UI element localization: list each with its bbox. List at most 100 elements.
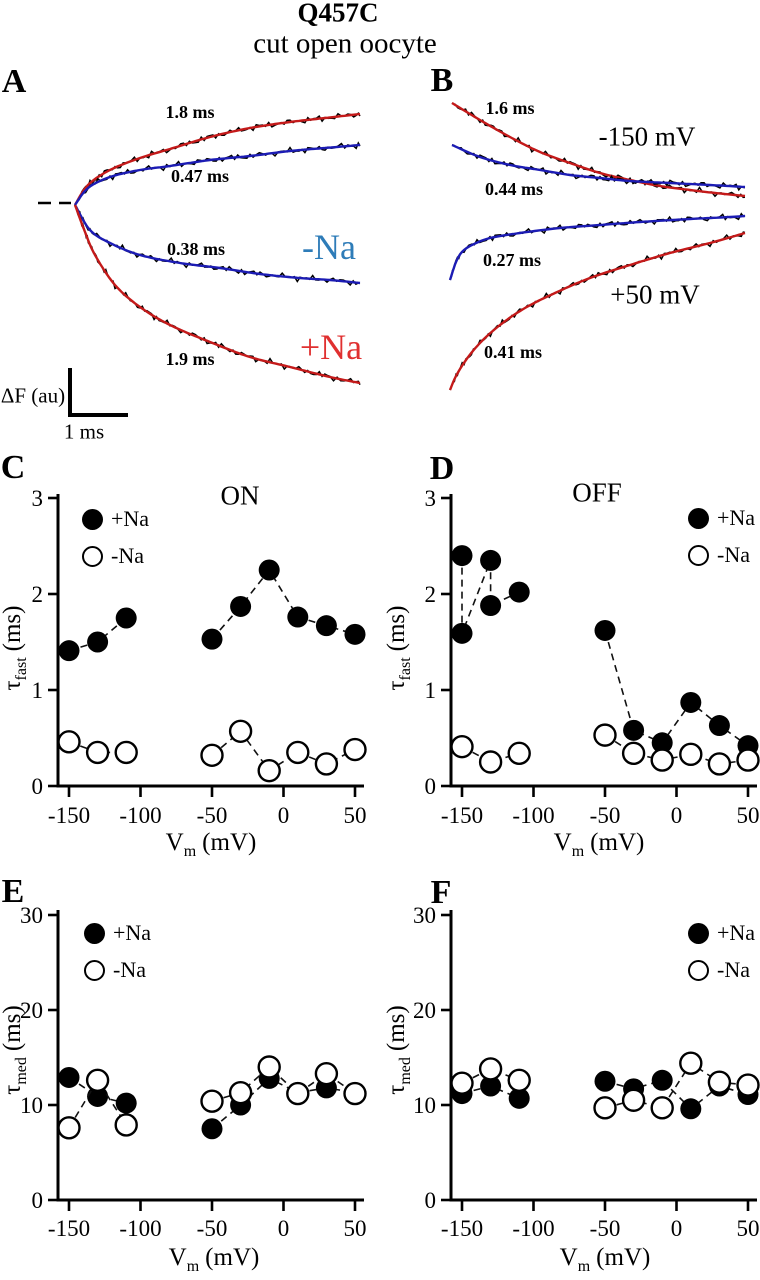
legend-label: +Na (113, 920, 152, 945)
x-tick-label: -50 (197, 1216, 228, 1241)
b-voltage-label-bottom: +50 mV (610, 279, 700, 310)
data-point (115, 607, 137, 629)
b-plus50-plus-na-fit (448, 231, 746, 391)
x-tick-label: 0 (278, 1216, 290, 1241)
data-point (480, 1075, 502, 1097)
data-point (228, 1080, 253, 1105)
a-off-plus-na-fit (73, 204, 361, 386)
data-point (314, 1061, 339, 1086)
c-plot-title: ON (220, 480, 260, 511)
data-point (480, 595, 502, 617)
data-point (480, 549, 502, 571)
data-point (343, 1081, 367, 1106)
y-tick-label: 10 (20, 1093, 43, 1118)
data-point (507, 741, 531, 766)
data-point (114, 1113, 138, 1137)
a-on-minus-na-fit-line (74, 143, 361, 206)
d-x-axis-label: Vm (mV) (554, 830, 645, 860)
e-legend: +Na -Na (84, 920, 151, 983)
v-symbol: V (165, 829, 184, 856)
a-on-plus-na-fit-line (73, 112, 361, 206)
data-point (200, 743, 224, 767)
data-point (343, 737, 367, 762)
filled-circle-marker (688, 507, 709, 529)
open-circle-marker (688, 544, 709, 566)
panel-d-letter: D (429, 450, 455, 487)
data-point (679, 1051, 703, 1075)
v-symbol: V (559, 1244, 578, 1271)
a-off-plus-na-fit-line (73, 204, 361, 385)
legend-label: +Na (717, 920, 756, 945)
data-point (736, 1073, 760, 1097)
y-tick-label: 0 (425, 774, 437, 799)
series-minus-na (450, 723, 760, 776)
y-tick-label: 20 (20, 998, 43, 1023)
connector-line (68, 1078, 127, 1129)
data-point (508, 1087, 530, 1109)
data-point (451, 545, 473, 567)
scalebar-y-label: ΔF (au) (0, 383, 66, 408)
x-tick-label: -150 (441, 803, 483, 828)
data-point (286, 740, 310, 765)
d-legend: +Na -Na (688, 505, 755, 568)
v-subscript: m (186, 1258, 200, 1275)
data-point (593, 1096, 617, 1120)
x-tick-label: -50 (590, 1216, 621, 1241)
panel-f-plot: 0 10 20 30 -150 -100 -50 0 50 (413, 903, 760, 1241)
data-point (651, 732, 673, 754)
data-point (257, 1055, 281, 1079)
data-point (594, 619, 616, 641)
panel-c-plot: 0 1 2 3 -150 -100 -50 0 50 (32, 486, 367, 828)
data-point (230, 595, 252, 617)
data-point (87, 631, 109, 653)
legend-label: -Na (113, 957, 146, 982)
panel-d-plot: 0 1 2 3 -150 -100 -50 0 50 (425, 486, 760, 828)
x-tick-label: 50 (344, 803, 367, 828)
legend-label: -Na (111, 543, 144, 568)
data-point (85, 740, 110, 765)
panel-e-letter: E (1, 873, 25, 910)
data-point (707, 1070, 732, 1094)
series-minus-na (450, 1051, 760, 1120)
data-point (621, 1088, 646, 1112)
data-point (114, 740, 138, 765)
tau-units: (ms) (383, 1005, 410, 1052)
data-point (593, 723, 617, 747)
v-units: (mV) (205, 1244, 260, 1271)
x-tick-label: 50 (344, 1216, 367, 1241)
x-tick-label: 0 (671, 803, 683, 828)
tau-symbol: τ (0, 680, 26, 691)
v-subscript: m (571, 843, 585, 860)
data-point (478, 1057, 503, 1081)
f-y-axis-label: τmed (ms) (383, 1005, 414, 1095)
figure-title: Q457C (297, 0, 379, 28)
b-minus150-minus-na-fit-line (451, 143, 746, 189)
tau-subscript: med (13, 1057, 30, 1085)
data-point (679, 742, 703, 767)
tau-symbol: τ (383, 1084, 410, 1095)
b-plus50-minus-na-fit-data-trace (449, 212, 746, 281)
x-tick-label: 0 (278, 803, 290, 828)
data-point (286, 1081, 310, 1106)
b-tau-label-top-red: 1.6 ms (485, 98, 535, 118)
data-point (478, 750, 503, 774)
panel-a-letter: A (1, 63, 27, 100)
x-tick-label: 50 (737, 1216, 760, 1241)
x-tick-label: -150 (441, 1216, 483, 1241)
data-point (623, 719, 645, 741)
b-minus150-minus-na-fit (451, 143, 746, 192)
panel-b-letter: B (430, 62, 454, 99)
x-tick-label: -50 (197, 803, 228, 828)
x-tick-label: -100 (512, 803, 554, 828)
tau-units: (ms) (0, 605, 26, 652)
tau-symbol: τ (383, 680, 410, 691)
data-point (201, 628, 223, 650)
b-tau-label-bottom-blue: 0.27 ms (483, 250, 541, 270)
v-units: (mV) (202, 829, 257, 856)
x-tick-label: -50 (590, 803, 621, 828)
v-units: (mV) (596, 1244, 651, 1271)
data-point (680, 1098, 702, 1120)
open-circle-marker (84, 959, 105, 981)
data-point (594, 1070, 616, 1092)
